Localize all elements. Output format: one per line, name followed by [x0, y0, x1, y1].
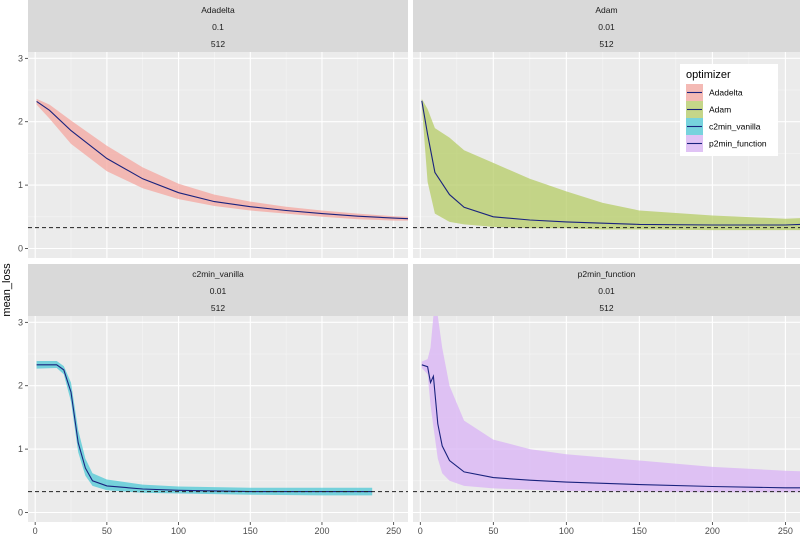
- legend: optimizer Adadelta Adam c2min_vanilla p2min_…: [680, 64, 778, 156]
- y-tick-label: 2: [18, 117, 23, 127]
- x-tick-label: 150: [243, 526, 258, 535]
- x-tick-label: 250: [386, 526, 401, 535]
- ribbon-Adadelta: [36, 98, 408, 221]
- x-tick-label: 100: [171, 526, 186, 535]
- x-tick-label: 150: [632, 526, 647, 535]
- facet-strip-label: p2min_function: [578, 269, 636, 279]
- y-tick-label: 3: [18, 53, 23, 63]
- y-tick-label: 2: [18, 381, 23, 391]
- facet-strip-background: [413, 0, 800, 52]
- facet-strip-label: 512: [599, 303, 613, 313]
- legend-label-Adam: Adam: [709, 105, 731, 115]
- series-group: [36, 98, 408, 221]
- legend-label-Adadelta: Adadelta: [709, 88, 743, 98]
- x-tick-label: 250: [778, 526, 793, 535]
- legend-title: optimizer: [686, 69, 731, 81]
- x-tick-label: 200: [314, 526, 329, 535]
- x-tick-label: 0: [33, 526, 38, 535]
- x-tick-label: 0: [418, 526, 423, 535]
- facet-strip-label: 512: [211, 39, 225, 49]
- x-tick-label: 100: [559, 526, 574, 535]
- series-group: [36, 361, 373, 496]
- mean-line-c2min_vanilla: [36, 364, 373, 493]
- x-tick-label: 50: [102, 526, 112, 535]
- facet-panel-c2min_vanilla: c2min_vanilla 0.01 512 0 1 2 3 0 50 100 150 200 250: [18, 264, 408, 535]
- y-tick-label: 0: [18, 507, 23, 517]
- facet-strip-label: 0.01: [598, 22, 615, 32]
- facet-strip-label: 0.1: [212, 22, 224, 32]
- series-group: [421, 98, 800, 231]
- facet-strip-label: 0.01: [598, 286, 615, 296]
- facet-strip-label: Adam: [595, 5, 617, 15]
- series-group: [421, 316, 800, 493]
- y-axis-title: mean_loss: [1, 263, 13, 317]
- facet-strip-background: [28, 0, 408, 52]
- facet-strip-label: 512: [211, 303, 225, 313]
- facet-strip-label: c2min_vanilla: [192, 269, 244, 279]
- facet-strip-label: 0.01: [210, 286, 227, 296]
- y-tick-label: 1: [18, 444, 23, 454]
- ribbon-p2min_function: [421, 316, 800, 493]
- mean-line-Adam: [421, 100, 800, 226]
- legend-label-p2min_function: p2min_function: [709, 139, 767, 149]
- facet-panel-p2min_function: p2min_function 0.01 512 0 50 100 150 200 250: [413, 264, 800, 535]
- mean-line-p2min_function: [421, 364, 800, 489]
- ribbon-Adam: [421, 98, 800, 231]
- facet-strip-background: [28, 264, 408, 316]
- facet-panels: Adadelta0.15120123Adam0.01512c2min_vanil…: [18, 0, 800, 535]
- y-tick-label: 0: [18, 243, 23, 253]
- mean-line-Adadelta: [36, 100, 408, 220]
- gridlines: [28, 52, 408, 258]
- facet-strip-label: 512: [599, 39, 613, 49]
- x-tick-label: 50: [488, 526, 498, 535]
- x-tick-label: 200: [705, 526, 720, 535]
- facet-strip-background: [413, 264, 800, 316]
- facet-strip-label: Adadelta: [201, 5, 235, 15]
- y-tick-label: 3: [18, 317, 23, 327]
- facet-panel-Adadelta: Adadelta 0.1 512 0 1 2 3: [18, 0, 408, 258]
- legend-label-c2min_vanilla: c2min_vanilla: [709, 122, 761, 132]
- y-tick-label: 1: [18, 180, 23, 190]
